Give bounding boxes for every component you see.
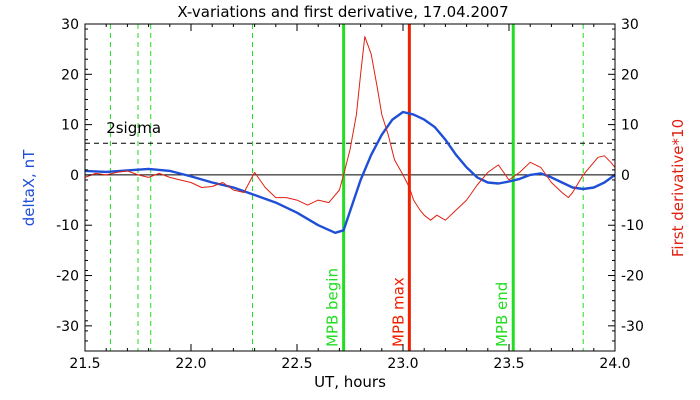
marker-label: MPB begin — [324, 268, 342, 347]
y-tick-label-right: -20 — [621, 269, 644, 285]
deltax-series-line — [84, 110, 616, 235]
x-tick-label: 23.5 — [493, 356, 524, 372]
chart-title: X-variations and first derivative, 17.04… — [177, 3, 508, 21]
plot-area: 2sigma MPB begin MPB max MPB end — [84, 24, 616, 351]
x-tick-label: 24.0 — [599, 356, 630, 372]
y-tick-label-left: 0 — [70, 168, 79, 184]
y-tick-label-left: 30 — [61, 17, 79, 33]
y-tick-label-right: 20 — [621, 67, 639, 83]
marker-label: MPB end — [493, 282, 511, 347]
y-tick-label-right: 30 — [621, 17, 639, 33]
y-tick-label-right: 0 — [621, 168, 630, 184]
x-tick-label: 22.5 — [281, 356, 312, 372]
y-tick-label-right: -30 — [621, 319, 644, 335]
x-axis-label: UT, hours — [314, 373, 386, 391]
x-tick-label: 22.0 — [175, 356, 206, 372]
y-tick-label-right: 10 — [621, 118, 639, 134]
y-tick-label-left: 20 — [61, 67, 79, 83]
axes: 21.5 22.0 22.5 23.0 23.5 24.0 -30 -30 -20 -20 -10 -… — [56, 17, 644, 372]
y-tick-label-left: -20 — [56, 269, 79, 285]
x-tick-label: 23.0 — [387, 356, 418, 372]
x-tick-label: 21.5 — [69, 356, 100, 372]
y-tick-label-left: 10 — [61, 118, 79, 134]
marker-label: MPB max — [389, 277, 407, 347]
derivative-series-line — [84, 36, 616, 221]
y-axis-label-right: First derivative*10 — [669, 119, 687, 257]
sigma-label: 2sigma — [106, 119, 161, 137]
y-tick-label-right: -10 — [621, 218, 644, 234]
y-tick-label-left: -10 — [56, 218, 79, 234]
plot-frame — [84, 23, 616, 352]
y-tick-label-left: -30 — [56, 319, 79, 335]
y-axis-label-left: deltaX, nT — [20, 149, 38, 226]
